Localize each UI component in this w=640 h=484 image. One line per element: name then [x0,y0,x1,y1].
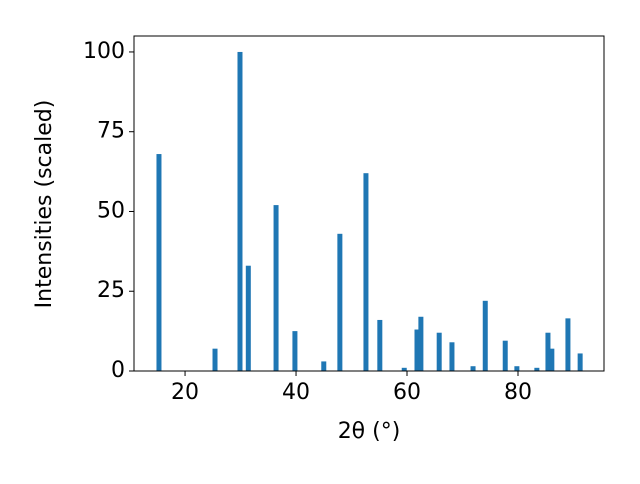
bar [292,331,298,371]
bar [418,316,424,371]
y-tick-label: 25 [97,278,125,303]
bar [470,366,476,371]
x-tick-label: 40 [282,380,310,405]
y-tick-label: 100 [83,39,125,64]
bar [545,332,551,371]
x-tick-label: 20 [171,380,199,405]
bar [245,265,251,371]
bar [502,340,508,371]
y-tick-label: 0 [111,358,125,383]
bar [273,205,279,371]
bar [534,367,540,371]
bar [156,154,162,371]
bar [577,353,583,371]
bar [549,348,555,371]
bar [482,300,488,371]
bar [363,173,369,371]
bar [436,332,442,371]
x-tick-label: 80 [504,380,532,405]
bar [377,319,383,371]
y-tick-label: 50 [97,198,125,223]
bar [321,361,327,371]
x-axis-label: 2θ (°) [338,419,401,444]
bar [401,367,407,371]
plot-frame [133,35,605,372]
bar [237,51,243,371]
bar [337,233,343,371]
bar [212,348,218,371]
bar [514,366,520,371]
bar [414,329,420,371]
x-tick-label: 60 [393,380,421,405]
y-axis-label: Intensities (scaled) [32,100,57,309]
y-tick-label: 75 [97,119,125,144]
bar [449,342,455,371]
bar [565,318,571,371]
